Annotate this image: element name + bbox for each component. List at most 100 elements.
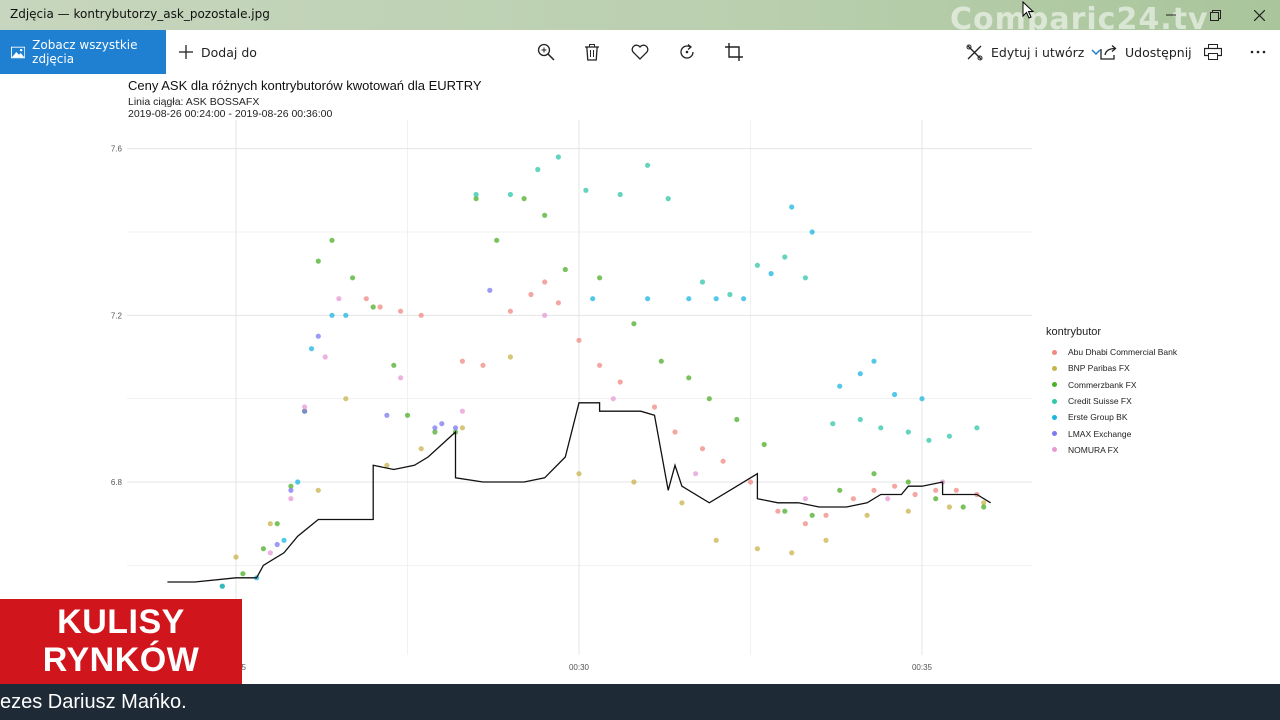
legend-item: Commerzbank FX bbox=[1046, 377, 1177, 393]
logo-line-2: RYNKÓW bbox=[42, 641, 200, 679]
data-point bbox=[885, 496, 891, 502]
crop-button[interactable] bbox=[722, 40, 746, 64]
data-point bbox=[494, 237, 500, 243]
data-point bbox=[535, 166, 541, 173]
data-point bbox=[459, 358, 465, 364]
data-point bbox=[384, 412, 390, 418]
close-icon bbox=[1253, 9, 1265, 21]
data-point bbox=[974, 425, 980, 431]
data-point bbox=[363, 296, 369, 302]
data-point bbox=[665, 196, 671, 202]
data-point bbox=[953, 487, 959, 493]
zoom-in-button[interactable] bbox=[534, 40, 558, 64]
data-point bbox=[981, 500, 987, 506]
share-label: Udostępnij bbox=[1125, 44, 1192, 60]
data-point bbox=[350, 275, 356, 281]
share-button[interactable]: Udostępnij bbox=[1100, 30, 1192, 74]
favorite-button[interactable] bbox=[628, 40, 652, 64]
legend-item: Credit Suisse FX bbox=[1046, 393, 1177, 409]
legend-swatch bbox=[1052, 414, 1057, 420]
minimize-button[interactable] bbox=[1148, 0, 1194, 30]
data-point bbox=[713, 537, 719, 543]
add-to-button[interactable]: Dodaj do bbox=[178, 30, 257, 74]
data-point bbox=[418, 312, 424, 318]
data-point bbox=[693, 471, 699, 477]
data-point bbox=[597, 362, 603, 368]
data-point bbox=[343, 312, 349, 318]
legend-label: LMAX Exchange bbox=[1068, 428, 1132, 439]
data-point bbox=[542, 212, 548, 218]
data-point bbox=[432, 425, 438, 431]
data-point bbox=[919, 396, 925, 402]
data-point bbox=[480, 362, 486, 368]
data-point bbox=[274, 521, 280, 527]
data-point bbox=[912, 491, 918, 498]
data-point bbox=[329, 237, 335, 243]
data-point bbox=[981, 504, 987, 510]
data-point bbox=[926, 437, 932, 443]
data-point bbox=[686, 375, 692, 381]
data-point bbox=[837, 487, 843, 493]
edit-create-button[interactable]: Edytuj i utwórz bbox=[966, 30, 1101, 74]
data-point bbox=[555, 154, 562, 160]
chart-subtitle-line: Linia ciągła: ASK BOSSAFX bbox=[128, 96, 260, 108]
data-point bbox=[398, 308, 404, 314]
data-point bbox=[850, 496, 857, 502]
add-to-label: Dodaj do bbox=[201, 44, 257, 60]
ticker-text: ezes Dariusz Mańko. bbox=[0, 691, 187, 713]
data-point bbox=[864, 512, 870, 518]
data-point bbox=[542, 312, 548, 318]
data-point bbox=[789, 550, 795, 556]
news-ticker: ezes Dariusz Mańko. bbox=[0, 684, 1280, 720]
legend-swatch bbox=[1052, 447, 1057, 453]
chart-title: Ceny ASK dla różnych kontrybutorów kwoto… bbox=[128, 78, 482, 93]
plus-icon bbox=[179, 45, 193, 59]
more-options-button[interactable] bbox=[1246, 40, 1270, 64]
data-point bbox=[871, 358, 877, 364]
data-point bbox=[315, 487, 321, 493]
data-point bbox=[782, 254, 788, 260]
legend-label: NOMURA FX bbox=[1068, 444, 1119, 455]
data-point bbox=[645, 162, 651, 168]
close-button[interactable] bbox=[1236, 0, 1280, 30]
restore-button[interactable] bbox=[1192, 0, 1238, 30]
x-tick-label: 00:35 bbox=[912, 663, 933, 672]
print-button[interactable] bbox=[1201, 40, 1225, 64]
data-point bbox=[857, 416, 863, 423]
data-point bbox=[905, 508, 911, 514]
legend-item: NOMURA FX bbox=[1046, 442, 1177, 458]
data-point bbox=[905, 429, 911, 435]
data-point bbox=[528, 291, 534, 298]
data-point bbox=[507, 354, 513, 360]
data-point bbox=[404, 412, 411, 418]
photo-gallery-icon bbox=[11, 46, 26, 58]
data-point bbox=[960, 504, 966, 510]
data-point bbox=[597, 275, 603, 281]
data-point bbox=[555, 300, 562, 306]
delete-button[interactable] bbox=[580, 40, 604, 64]
see-all-photos-button[interactable]: Zobacz wszystkie zdjęcia bbox=[0, 30, 166, 74]
data-point bbox=[267, 550, 273, 556]
data-point bbox=[631, 321, 637, 327]
data-point bbox=[302, 404, 308, 410]
data-point bbox=[905, 479, 911, 485]
legend-swatch bbox=[1052, 398, 1057, 404]
data-point bbox=[699, 279, 706, 285]
data-point bbox=[734, 416, 740, 423]
data-point bbox=[610, 396, 616, 402]
data-point bbox=[871, 487, 877, 493]
rotate-button[interactable] bbox=[675, 40, 699, 64]
data-point bbox=[260, 546, 266, 552]
chart-points bbox=[219, 154, 987, 589]
data-point bbox=[288, 496, 294, 502]
data-point bbox=[809, 229, 815, 235]
data-point bbox=[459, 408, 465, 414]
legend-item: LMAX Exchange bbox=[1046, 425, 1177, 441]
window-title: Zdjęcia — kontrybutorzy_ask_pozostale.jp… bbox=[10, 7, 270, 21]
data-point bbox=[713, 296, 719, 302]
chart-legend: kontrybutor Abu Dhabi Commercial Bank BNP… bbox=[1046, 326, 1177, 458]
data-point bbox=[315, 258, 321, 264]
mouse-cursor-icon bbox=[1022, 1, 1035, 19]
data-point bbox=[329, 312, 335, 318]
data-point bbox=[658, 358, 664, 364]
